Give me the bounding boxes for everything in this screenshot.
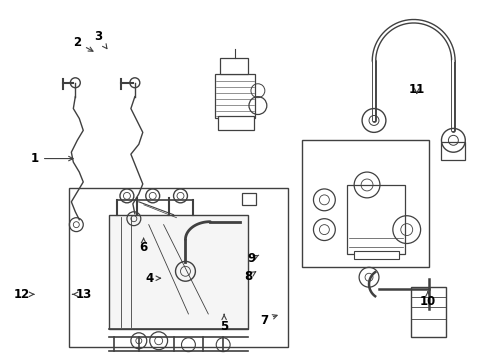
Bar — [301, 140, 427, 267]
Bar — [69, 188, 287, 347]
Bar — [215, 74, 254, 118]
Bar — [353, 251, 398, 260]
Text: 5: 5 — [220, 314, 228, 333]
Bar — [242, 193, 255, 205]
Bar — [441, 142, 464, 160]
Text: 4: 4 — [145, 272, 160, 285]
Text: 8: 8 — [244, 270, 255, 283]
Bar — [218, 117, 253, 130]
Text: 12: 12 — [14, 288, 34, 301]
Bar — [410, 287, 446, 337]
Text: 7: 7 — [259, 314, 277, 327]
Bar — [346, 185, 404, 255]
Text: 10: 10 — [419, 292, 435, 308]
Text: 2: 2 — [73, 36, 93, 51]
Text: 11: 11 — [408, 84, 424, 96]
Text: 3: 3 — [94, 30, 107, 49]
Bar — [220, 58, 247, 74]
Text: 1: 1 — [31, 152, 73, 165]
Text: 13: 13 — [72, 288, 91, 301]
Bar — [109, 215, 247, 329]
Text: 9: 9 — [247, 252, 258, 265]
Text: 6: 6 — [139, 238, 147, 255]
